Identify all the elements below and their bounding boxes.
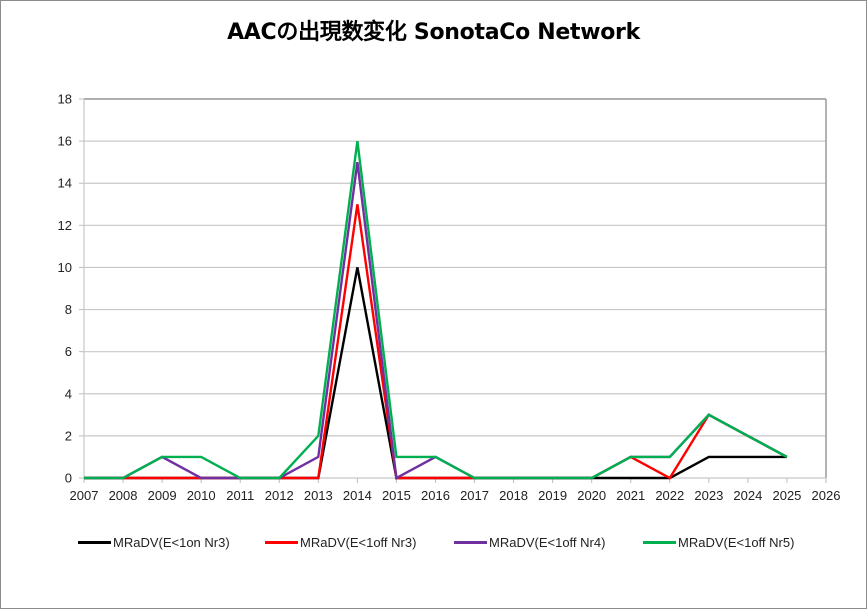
legend-line-icon	[643, 541, 676, 544]
y-tick-label: 16	[58, 134, 72, 149]
y-tick-label: 4	[65, 386, 72, 401]
legend-item-e1off-nr3: MRaDV(E<1off Nr3)	[265, 535, 416, 550]
legend-line-icon	[78, 541, 111, 544]
x-tick-label: 2011	[226, 488, 254, 503]
legend-label: MRaDV(E<1on Nr3)	[113, 535, 230, 550]
x-tick-label: 2022	[655, 488, 684, 503]
x-tick-label: 2010	[187, 488, 216, 503]
legend-line-icon	[454, 541, 487, 544]
y-tick-label: 14	[58, 176, 72, 191]
y-tick-label: 8	[65, 302, 72, 317]
x-tick-label: 2016	[421, 488, 450, 503]
y-tick-label: 2	[65, 428, 72, 443]
y-tick-label: 18	[58, 92, 72, 107]
legend-label: MRaDV(E<1off Nr5)	[678, 535, 795, 550]
x-tick-label: 2015	[382, 488, 411, 503]
x-tick-label: 2017	[460, 488, 489, 503]
legend-label: MRaDV(E<1off Nr4)	[489, 535, 606, 550]
x-tick-label: 2013	[304, 488, 333, 503]
series-line	[84, 204, 788, 480]
x-tick-label: 2008	[109, 488, 138, 503]
y-tick-label: 10	[58, 260, 72, 275]
x-tick-label: 2009	[148, 488, 177, 503]
chart-title: AACの出現数変化 SonotaCo Network	[227, 20, 640, 45]
axes	[79, 98, 827, 483]
x-tick-label: 2026	[812, 488, 841, 503]
x-tick-label: 2021	[616, 488, 645, 503]
series-line	[84, 162, 788, 480]
y-tick-label: 6	[65, 344, 72, 359]
x-axis-tick-labels: 2007 2008 2009 2010 2011 2012 2013 2014 2015 2016…	[70, 488, 841, 503]
x-tick-label: 2024	[733, 488, 762, 503]
legend-item-e1off-nr4: MRaDV(E<1off Nr4)	[454, 535, 605, 550]
x-tick-label: 2014	[343, 488, 372, 503]
x-tick-label: 2018	[499, 488, 528, 503]
x-tick-label: 2025	[772, 488, 801, 503]
legend-item-e1on-nr3: MRaDV(E<1on Nr3)	[78, 535, 230, 550]
x-tick-label: 2007	[70, 488, 99, 503]
x-tick-label: 2012	[265, 488, 294, 503]
x-tick-label: 2020	[577, 488, 606, 503]
legend-item-e1off-nr5: MRaDV(E<1off Nr5)	[643, 535, 794, 550]
y-axis-tick-labels: 0 2 4 6 8 10 12 14 16 18	[58, 92, 72, 486]
legend-line-icon	[265, 541, 298, 544]
legend-label: MRaDV(E<1off Nr3)	[300, 535, 417, 550]
y-tick-label: 0	[65, 471, 72, 486]
x-tick-label: 2023	[694, 488, 723, 503]
y-tick-label: 12	[58, 218, 72, 233]
data-series	[84, 140, 788, 480]
series-line	[84, 267, 787, 480]
x-tick-label: 2019	[538, 488, 567, 503]
gridlines	[84, 98, 826, 437]
chart-legend: MRaDV(E<1on Nr3) MRaDV(E<1off Nr3) MRaDV…	[70, 535, 830, 557]
series-line	[84, 140, 788, 480]
